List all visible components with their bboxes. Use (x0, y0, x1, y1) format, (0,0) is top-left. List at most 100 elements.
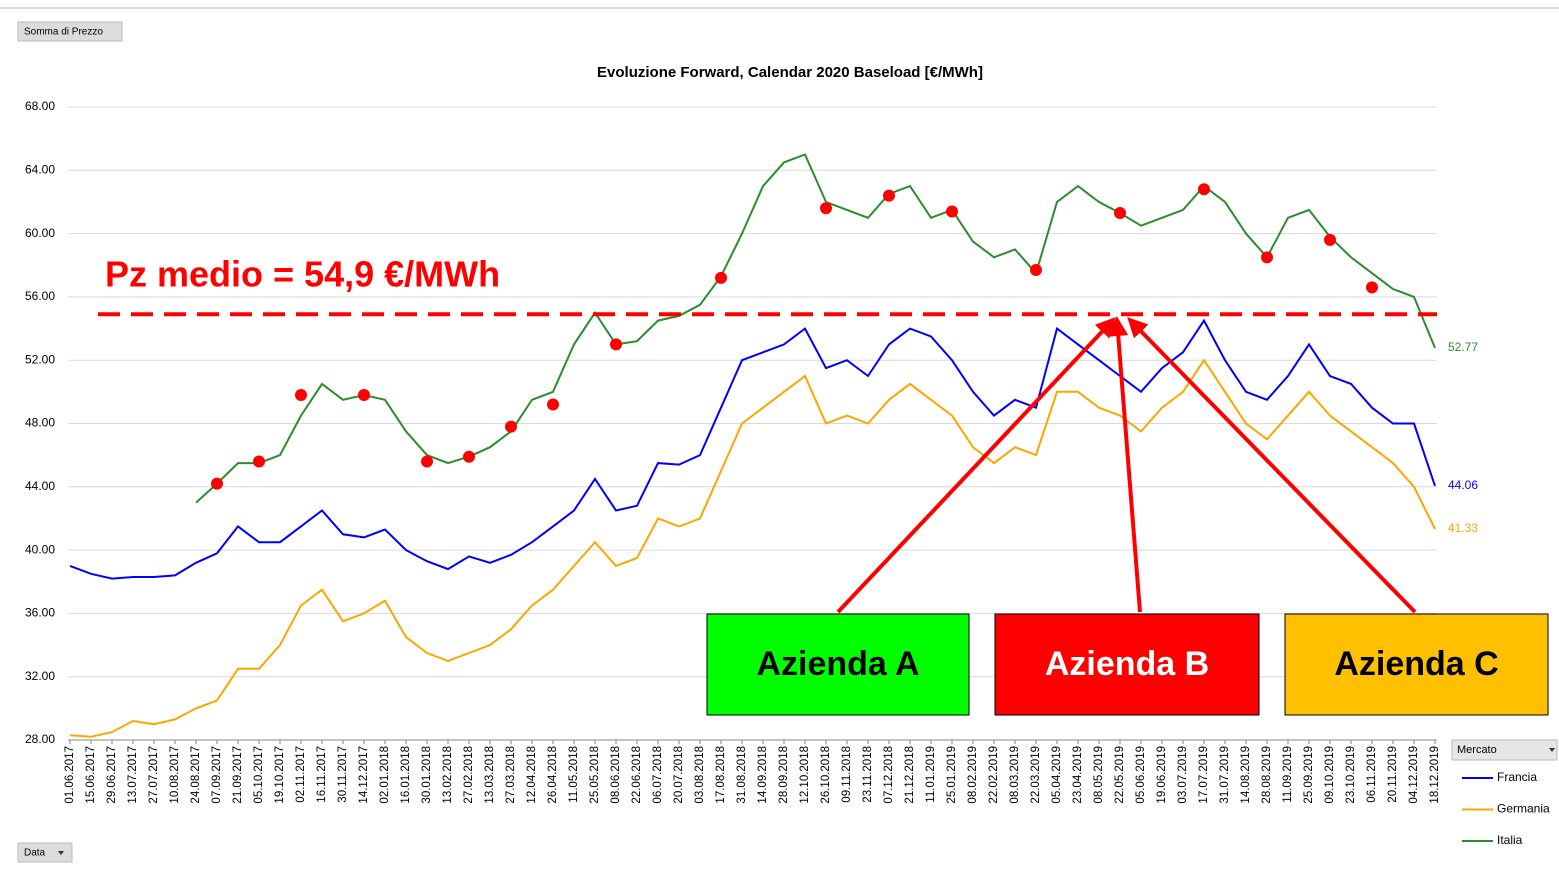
x-tick-label: 07.12.2018 (883, 746, 895, 804)
x-tick-label: 09.10.2019 (1324, 746, 1336, 804)
marker-dot (295, 389, 307, 402)
line-series (195, 153, 1436, 504)
x-tick-label: 20.07.2018 (673, 746, 685, 804)
marker-dot (820, 202, 832, 215)
axis-button[interactable] (17, 842, 73, 863)
x-tick-label: 04.12.2019 (1408, 746, 1420, 804)
reference-label: Pz medio = 54,9 €/MWh (105, 254, 500, 295)
x-tick-label: 22.03.2019 (1030, 746, 1042, 804)
x-tick-label: 27.02.2018 (463, 746, 475, 804)
x-tick-label: 08.05.2019 (1093, 746, 1105, 804)
x-tick-label: 12.10.2018 (799, 746, 811, 804)
x-tick-label: 27.07.2017 (148, 746, 160, 804)
x-tick-label: 26.04.2018 (547, 746, 559, 804)
y-tick-label: 56.00 (25, 289, 55, 303)
x-tick-label: 16.01.2018 (400, 746, 412, 804)
x-tick-label: 06.11.2019 (1366, 746, 1378, 803)
x-tick-label: 27.03.2018 (505, 746, 517, 804)
x-tick-label: 20.11.2019 (1387, 746, 1399, 803)
x-tick-label: 24.08.2017 (190, 746, 202, 804)
x-tick-label: 18.12.2019 (1429, 746, 1441, 804)
y-tick-label: 32.00 (25, 669, 55, 683)
marker-dot (1114, 207, 1126, 220)
x-tick-label: 25.09.2019 (1303, 746, 1315, 804)
x-tick-label: 30.01.2018 (421, 746, 433, 804)
x-tick-label: 22.02.2019 (988, 746, 1000, 804)
x-tick-label: 16.11.2017 (316, 746, 328, 803)
legend-title: Mercato (1457, 744, 1497, 756)
y-tick-label: 68.00 (25, 99, 55, 113)
x-tick-label: 12.04.2018 (526, 746, 538, 804)
x-tick-label: 03.08.2018 (694, 746, 706, 804)
marker-dot (883, 189, 895, 202)
x-tick-label: 22.06.2018 (631, 746, 643, 804)
x-tick-label: 11.05.2018 (568, 746, 580, 803)
dropdown-arrow (58, 851, 64, 855)
x-tick-label: 13.07.2017 (127, 746, 139, 804)
marker-dot (1198, 183, 1210, 196)
x-tick-label: 10.08.2017 (169, 746, 181, 804)
x-tick-label: 05.10.2017 (253, 746, 265, 804)
x-tick-label: 19.06.2019 (1156, 746, 1168, 804)
end-label: 44.06 (1448, 478, 1478, 492)
x-tick-label: 23.04.2019 (1072, 746, 1084, 804)
marker-dot (1261, 251, 1273, 264)
marker-dot (1366, 281, 1378, 294)
x-tick-label: 22.05.2019 (1114, 746, 1126, 804)
marker-dot (463, 450, 475, 463)
x-tick-label: 30.11.2017 (337, 746, 349, 803)
x-tick-label: 23.10.2019 (1345, 746, 1357, 804)
x-tick-label: 03.07.2019 (1177, 746, 1189, 804)
marker-dot (946, 205, 958, 218)
x-tick-label: 07.09.2017 (211, 746, 223, 804)
x-tick-label: 23.11.2018 (862, 746, 874, 803)
x-tick-label: 09.11.2018 (841, 746, 853, 803)
x-tick-label: 13.03.2018 (484, 746, 496, 804)
field-button-label: Somma di Prezzo (24, 27, 103, 38)
y-tick-label: 44.00 (25, 479, 55, 493)
y-tick-label: 48.00 (25, 416, 55, 430)
marker-dot (547, 398, 559, 411)
marker-dot (358, 389, 370, 402)
plot: 28.00 32.00 36.00 40.00 44.00 48.00 52.00 56.00… (25, 99, 1478, 803)
y-tick-label: 60.00 (25, 226, 55, 240)
axis-button-label: Data (24, 848, 46, 859)
y-tick-label: 28.00 (25, 732, 55, 746)
marker-dot (211, 477, 223, 490)
field-button[interactable] (17, 21, 123, 42)
x-tick-label: 25.01.2019 (946, 746, 958, 804)
annotation-box (994, 613, 1260, 716)
legend-label: Francia (1497, 770, 1537, 784)
y-tick-label: 52.00 (25, 352, 55, 366)
y-tick-label: 64.00 (25, 162, 55, 176)
x-tick-label: 05.04.2019 (1051, 746, 1063, 804)
x-tick-label: 15.06.2017 (85, 746, 97, 804)
marker-dot (253, 455, 265, 468)
x-tick-label: 19.10.2017 (274, 746, 286, 804)
legend-label: Italia (1497, 833, 1523, 847)
x-tick-label: 14.12.2017 (358, 746, 370, 804)
chart-title: Evoluzione Forward, Calendar 2020 Baselo… (597, 64, 983, 81)
x-tick-label: 29.06.2017 (106, 746, 118, 804)
arrow (836, 317, 1116, 614)
legend-label: Germania (1497, 802, 1550, 816)
line-series (69, 358, 1436, 738)
x-tick-label: 26.10.2018 (820, 746, 832, 804)
x-tick-label: 17.07.2019 (1198, 746, 1210, 804)
arrow (1108, 316, 1142, 613)
x-tick-label: 25.05.2018 (589, 746, 601, 804)
annotation-box (1284, 613, 1549, 716)
x-tick-label: 31.08.2018 (736, 746, 748, 804)
arrows (836, 316, 1417, 614)
x-tick-label: 28.09.2018 (778, 746, 790, 804)
x-tick-label: 06.07.2018 (652, 746, 664, 804)
x-tick-label: 21.09.2017 (232, 746, 244, 804)
x-tick-label: 02.11.2017 (295, 746, 307, 803)
annotation-label: Azienda B (1045, 645, 1209, 683)
x-tick-label: 28.08.2019 (1261, 746, 1273, 804)
x-tick-label: 11.01.2019 (925, 746, 937, 803)
legend-dropdown[interactable] (1451, 739, 1558, 761)
x-tick-label: 11.09.2019 (1282, 746, 1294, 803)
